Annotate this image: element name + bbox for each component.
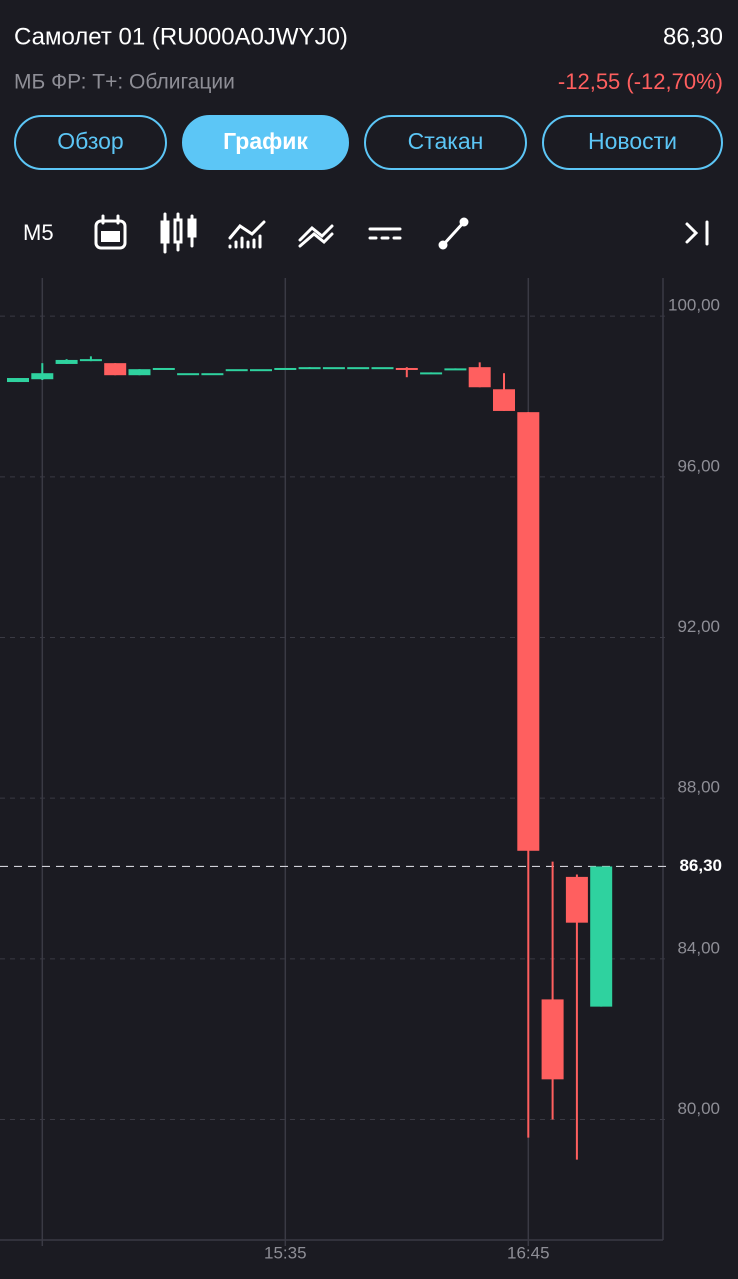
candle-body — [468, 367, 491, 388]
tabs: Обзор График Стакан Новости — [14, 115, 723, 170]
candle-body — [590, 866, 613, 1007]
price: 86,30 — [663, 23, 723, 50]
tab-button[interactable] — [364, 115, 527, 170]
tab-label[interactable]: Обзор — [57, 128, 123, 154]
instrument-title: Самолет 01 (RU000A0JWYJ0) — [14, 23, 348, 50]
tab-button[interactable] — [182, 115, 349, 170]
candle-body — [250, 369, 272, 372]
candle-body — [152, 367, 175, 370]
chart: 80,00 84,00 88,00 92,00 96,00 100,00 15:35 16:4… — [0, 278, 722, 1262]
tab-label[interactable]: График — [223, 128, 308, 154]
x-tick-label: 15:35 — [264, 1243, 307, 1262]
tab-button[interactable] — [14, 115, 167, 170]
trend-icon[interactable] — [298, 224, 334, 248]
candle-body — [225, 369, 248, 372]
candle-body — [31, 373, 54, 380]
candle-body — [104, 363, 127, 376]
candle-body — [322, 367, 345, 370]
candle-body — [274, 367, 297, 370]
x-tick-label: 16:45 — [507, 1243, 550, 1262]
price-change: -12,55 (-12,70%) — [558, 69, 723, 94]
candle-body — [128, 369, 151, 376]
draw-line-icon[interactable] — [438, 217, 469, 250]
tab-label[interactable]: Новости — [588, 128, 677, 154]
candle-body — [541, 999, 564, 1080]
candle-body — [493, 389, 515, 411]
levels-icon[interactable] — [368, 227, 402, 240]
candle-body — [201, 373, 224, 376]
calendar-icon[interactable] — [94, 214, 127, 250]
candle-body — [347, 367, 370, 370]
collapse-icon[interactable] — [685, 220, 709, 246]
interval[interactable]: M5 — [23, 220, 54, 245]
y-tick-label: 84,00 — [677, 938, 720, 957]
candle-body — [395, 367, 418, 370]
candle-body — [55, 359, 78, 364]
tab-label[interactable]: Стакан — [408, 128, 484, 154]
candle-body — [420, 372, 443, 375]
toolbar: M5 — [23, 212, 709, 254]
candle-body — [444, 368, 467, 371]
candle-body — [371, 367, 394, 370]
last-price-label: 86,30 — [679, 856, 722, 875]
y-tick-label: 80,00 — [677, 1099, 720, 1118]
tab-button[interactable] — [542, 115, 723, 170]
y-tick-label: 96,00 — [677, 456, 720, 475]
candle-body — [565, 876, 588, 923]
y-tick-label: 88,00 — [677, 778, 720, 797]
candle-body — [177, 373, 200, 376]
candle-body — [7, 378, 29, 383]
candle-body — [298, 367, 321, 370]
subtitle: МБ ФР: Т+: Облигации — [14, 71, 235, 94]
candles-icon[interactable] — [160, 212, 197, 254]
candle-body — [79, 359, 102, 362]
candle-body — [517, 412, 540, 851]
y-tick-label: 92,00 — [677, 617, 720, 636]
y-tick-label: 100,00 — [668, 296, 720, 315]
indicators-icon[interactable] — [228, 220, 266, 249]
